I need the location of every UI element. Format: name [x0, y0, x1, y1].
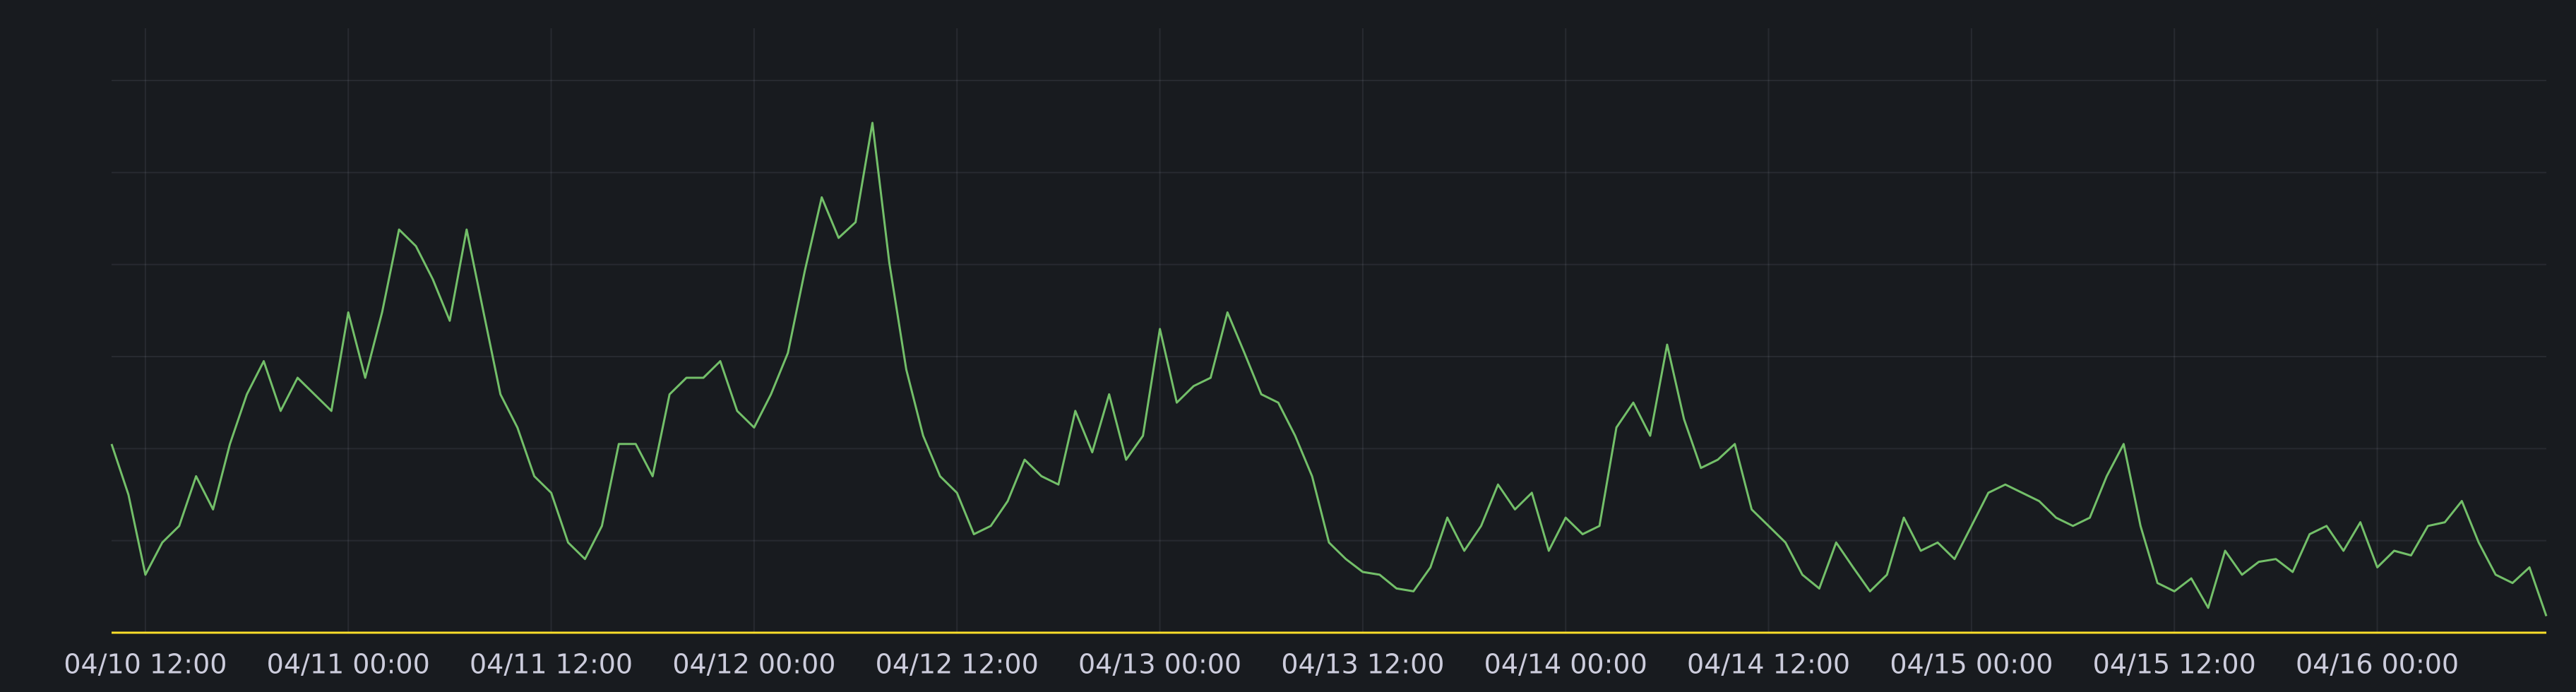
x-tick-label: 04/13 12:00: [1281, 649, 1444, 680]
series-line: [110, 121, 2548, 616]
x-tick-label: 04/14 12:00: [1687, 649, 1850, 680]
x-tick-label: 04/15 00:00: [1890, 649, 2053, 680]
x-tick-label: 04/15 12:00: [2093, 649, 2256, 680]
x-tick-label: 04/16 00:00: [2296, 649, 2459, 680]
x-tick-label: 04/12 12:00: [876, 649, 1039, 680]
x-tick-label: 04/11 12:00: [470, 649, 633, 680]
x-tick-label: 04/10 12:00: [64, 649, 227, 680]
x-tick-label: 04/13 00:00: [1078, 649, 1241, 680]
x-tick-label: 04/11 00:00: [267, 649, 430, 680]
x-tick-label: 04/14 00:00: [1484, 649, 1647, 680]
x-tick-label: 04/12 00:00: [672, 649, 835, 680]
